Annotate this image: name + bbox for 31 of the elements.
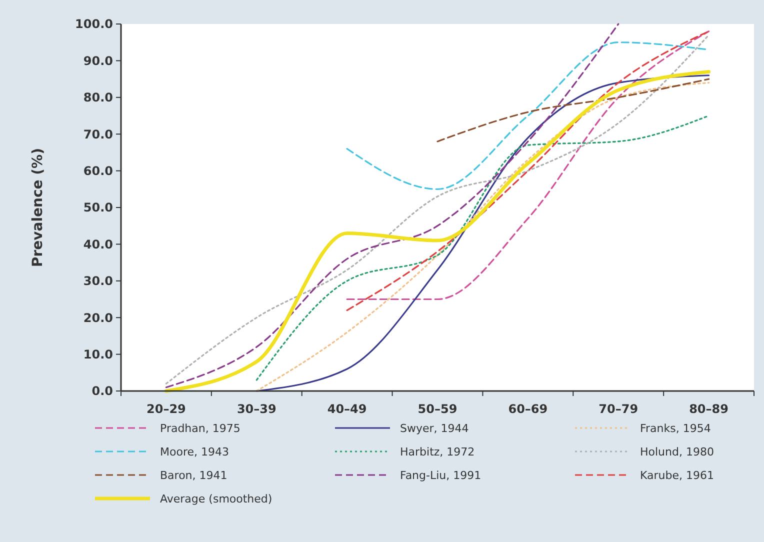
line-series: [436, 78, 710, 142]
legend-label: Moore, 1943: [160, 445, 229, 458]
legend-label: Franks, 1954: [640, 422, 711, 435]
x-tick-label: 70–79: [598, 402, 638, 416]
y-tick-label: 80.0: [83, 90, 113, 105]
y-tick-label: 0.0: [92, 384, 113, 398]
legend-label: Fang-Liu, 1991: [400, 468, 482, 482]
legend-label: Holund, 1980: [640, 445, 714, 458]
y-tick-label: 60.0: [83, 164, 113, 178]
x-tick-label: 50–59: [418, 402, 458, 416]
y-tick-label: 10.0: [83, 348, 113, 362]
legend-label: Swyer, 1944: [400, 422, 469, 435]
legend-label: Baron, 1941: [160, 468, 228, 482]
x-tick-label: 80–89: [689, 402, 728, 416]
legend-label: Harbitz, 1972: [400, 445, 475, 458]
y-tick-label: 70.0: [83, 127, 113, 142]
y-tick-label: 50.0: [83, 200, 113, 215]
legend-label: Pradhan, 1975: [160, 422, 240, 435]
y-tick-label: 20.0: [83, 310, 113, 325]
line-series: [165, 23, 620, 388]
y-tick-label: 40.0: [83, 237, 113, 252]
x-tick-label: 20–29: [146, 402, 186, 416]
x-tick-label: 40–49: [327, 402, 367, 416]
y-axis-title: Prevalence (%): [30, 148, 46, 267]
x-tick-label: 30–39: [236, 402, 276, 416]
x-tick-label: 60–69: [508, 402, 548, 416]
y-tick-label: 30.0: [83, 274, 113, 288]
legend-label: Karube, 1961: [640, 468, 714, 482]
y-tick-label: 90.0: [83, 54, 113, 68]
legend-label: Average (smoothed): [160, 492, 272, 506]
y-tick-label: 100.0: [75, 17, 113, 32]
